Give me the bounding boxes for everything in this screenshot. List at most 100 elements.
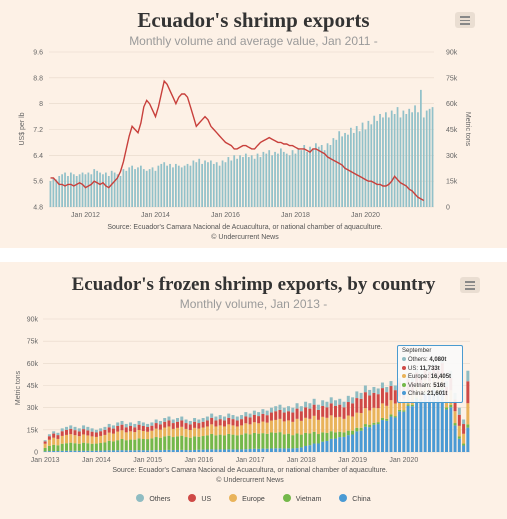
legend-label: Europe bbox=[242, 496, 265, 503]
bar-segment-china bbox=[252, 448, 256, 452]
x-tick: Jan 2018 bbox=[287, 457, 316, 464]
legend-item-others[interactable]: Others bbox=[136, 494, 170, 503]
bar-segment-others bbox=[154, 419, 158, 424]
bar-segment-europe bbox=[338, 416, 342, 432]
bar-segment-others bbox=[141, 422, 145, 426]
bar-segment-vietnam bbox=[188, 437, 192, 451]
bar-segment-china bbox=[56, 451, 60, 452]
bar-segment-europe bbox=[385, 405, 389, 419]
bar-segment-europe bbox=[393, 403, 397, 417]
legend-item-us[interactable]: US bbox=[188, 494, 211, 503]
bar-segment-china bbox=[235, 449, 239, 452]
bar-segment-others bbox=[64, 426, 68, 430]
bar-segment-others bbox=[312, 398, 316, 405]
volume-bar bbox=[105, 172, 107, 207]
bar-segment-vietnam bbox=[393, 416, 397, 418]
bar-segment-china bbox=[124, 450, 128, 452]
bar-segment-china bbox=[231, 449, 235, 452]
bar-segment-others bbox=[214, 416, 218, 421]
y-tick: 45k bbox=[27, 383, 39, 390]
bar-segment-china bbox=[389, 416, 393, 452]
legend-dot-icon bbox=[339, 494, 348, 502]
bar-segment-europe bbox=[299, 420, 303, 435]
bar-segment-vietnam bbox=[43, 447, 47, 452]
bar-segment-china bbox=[158, 450, 162, 452]
bar-segment-us bbox=[351, 403, 355, 417]
bar-segment-china bbox=[184, 450, 188, 452]
tooltip-row: Vietnam: 516t bbox=[402, 382, 458, 391]
volume-bar bbox=[242, 157, 244, 207]
volume-bar bbox=[58, 176, 61, 207]
bar-segment-china bbox=[376, 424, 380, 452]
bar-segment-china bbox=[60, 450, 64, 452]
bar-segment-vietnam bbox=[180, 435, 184, 450]
tooltip-rows: Others: 4,080t US: 11,733t Europe: 16,405t… bbox=[402, 356, 458, 399]
bar-segment-china bbox=[393, 417, 397, 452]
bar-segment-vietnam bbox=[86, 443, 90, 451]
volume-bar bbox=[198, 158, 201, 207]
bar-segment-others bbox=[287, 406, 291, 412]
bar-segment-others bbox=[316, 404, 320, 410]
volume-bar bbox=[268, 150, 271, 207]
bar-segment-vietnam bbox=[295, 433, 299, 449]
bar-segment-vietnam bbox=[449, 404, 453, 408]
y-left-tick: 6.4 bbox=[33, 153, 43, 160]
bar-segment-china bbox=[325, 440, 329, 452]
volume-bar bbox=[201, 163, 203, 207]
volume-bar bbox=[309, 146, 311, 207]
bar-segment-us bbox=[73, 430, 77, 436]
volume-bar bbox=[420, 89, 422, 207]
volume-bar bbox=[379, 114, 381, 207]
legend-item-vietnam[interactable]: Vietnam bbox=[282, 494, 321, 503]
bar-segment-europe bbox=[150, 430, 154, 439]
bar-segment-china bbox=[466, 427, 470, 452]
bar-segment-us bbox=[355, 398, 359, 413]
volume-bar bbox=[180, 167, 183, 207]
bar-segment-china bbox=[116, 450, 120, 452]
bar-segment-vietnam bbox=[111, 441, 115, 451]
bar-segment-vietnam bbox=[210, 433, 214, 450]
bar-segment-china bbox=[227, 449, 231, 452]
x-tick: Jan 2019 bbox=[338, 457, 367, 464]
volume-bar bbox=[280, 148, 282, 207]
bar-segment-others bbox=[94, 429, 98, 433]
bar-segment-vietnam bbox=[453, 423, 457, 426]
y-left-tick: 5.6 bbox=[33, 179, 43, 186]
bar-segment-europe bbox=[316, 419, 320, 435]
bar-segment-europe bbox=[43, 443, 47, 448]
legend-item-china[interactable]: China bbox=[339, 494, 371, 503]
volume-bar bbox=[288, 155, 291, 207]
bar-segment-others bbox=[103, 426, 107, 430]
volume-bar bbox=[224, 162, 227, 207]
bar-segment-us bbox=[103, 429, 107, 435]
tooltip-value: 11,733t bbox=[419, 365, 440, 372]
bar-segment-us bbox=[99, 431, 103, 436]
bar-segment-us bbox=[329, 403, 333, 416]
bar-segment-china bbox=[82, 450, 86, 452]
volume-bar bbox=[367, 120, 370, 207]
bar-segment-china bbox=[69, 450, 73, 452]
volume-bar bbox=[102, 174, 104, 207]
bar-segment-vietnam bbox=[282, 434, 286, 449]
volume-bar bbox=[350, 127, 352, 207]
bar-segment-us bbox=[393, 390, 397, 404]
volume-bar bbox=[119, 176, 122, 207]
bar-segment-others bbox=[137, 420, 141, 425]
bar-segment-china bbox=[197, 449, 201, 452]
volume-bar bbox=[72, 174, 75, 207]
bar-segment-china bbox=[201, 449, 205, 452]
chart-menu-button[interactable] bbox=[460, 277, 480, 293]
bar-segment-europe bbox=[171, 428, 175, 438]
bar-segment-others bbox=[163, 418, 167, 422]
bar-segment-us bbox=[248, 417, 252, 425]
bar-segment-europe bbox=[201, 427, 205, 437]
bar-segment-europe bbox=[363, 408, 367, 425]
bar-segment-europe bbox=[52, 437, 56, 445]
legend-item-europe[interactable]: Europe bbox=[229, 494, 265, 503]
bar-segment-china bbox=[210, 449, 214, 452]
bar-segment-us bbox=[120, 424, 124, 431]
tooltip-row: US: 11,733t bbox=[402, 365, 458, 374]
chart-menu-button[interactable] bbox=[455, 12, 475, 28]
bar-segment-china bbox=[372, 424, 376, 452]
volume-bar bbox=[411, 112, 413, 207]
